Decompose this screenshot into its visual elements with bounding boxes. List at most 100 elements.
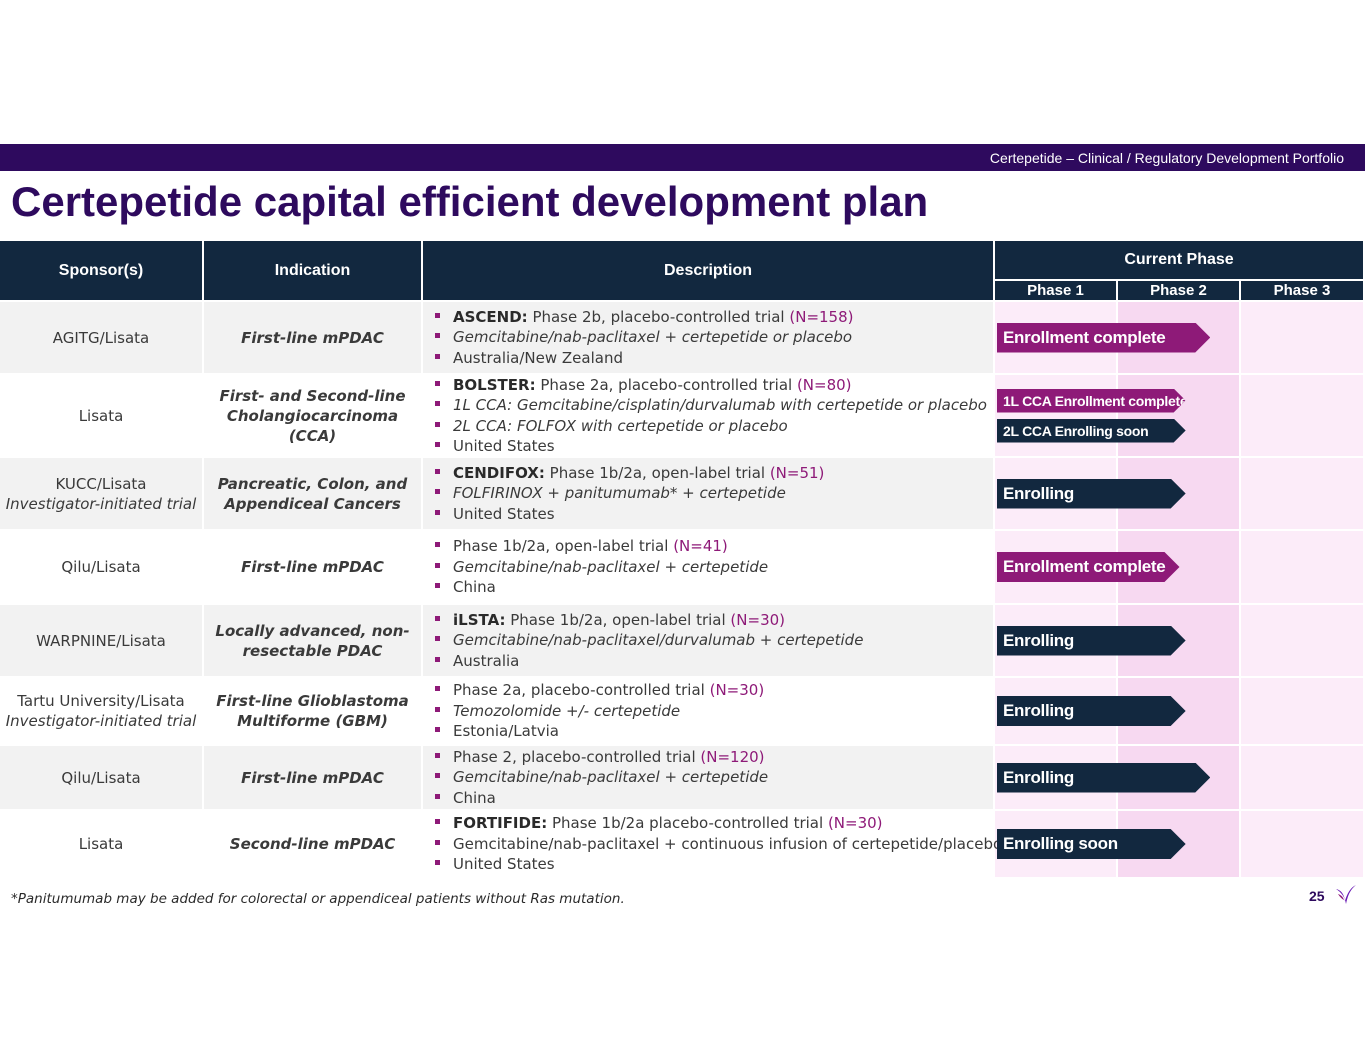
bird-logo-icon: [1336, 885, 1356, 904]
description-cell: Phase 2a, placebo-controlled trial (N=30…: [423, 678, 993, 744]
phase-progress-bar: 2L CCA Enrolling soon: [997, 419, 1186, 443]
description-bullet: Gemcitabine/nab-paclitaxel + continuous …: [433, 834, 1002, 854]
bullet-text: Gemcitabine/nab-paclitaxel + certepetide: [453, 768, 769, 787]
sponsor-cell: Tartu University/Lisata Investigator-init…: [0, 678, 202, 744]
header-indication: Indication: [204, 241, 421, 300]
sponsor-cell: AGITG/Lisata: [0, 302, 202, 373]
indication-cell: Second-line mPDAC: [204, 811, 421, 877]
bullet-text: Gemcitabine/nab-paclitaxel/durvalumab + …: [453, 631, 864, 650]
indication-cell: First-line Glioblastoma Multiforme (GBM): [204, 678, 421, 744]
description-cell: iLSTA: Phase 1b/2a, open-label trial (N=…: [423, 605, 993, 676]
phase-progress-bar: Enrolling: [997, 696, 1186, 726]
description-bullet: FOLFIRINOX + panitumumab* + certepetide: [433, 483, 993, 503]
enrollment-count: (N=30): [730, 610, 786, 629]
row-separator: [995, 809, 1363, 811]
bullet-text: Phase 2, placebo-controlled trial: [453, 747, 701, 766]
bullet-text: United States: [453, 855, 555, 874]
trial-name: ASCEND:: [453, 307, 528, 326]
description-bullet: China: [433, 577, 993, 597]
header-phase-2: Phase 2: [1118, 281, 1239, 300]
indication-line: First-line mPDAC: [241, 768, 384, 787]
description-bullet: United States: [433, 504, 993, 524]
trial-name: CENDIFOX:: [453, 463, 545, 482]
indication-cell: Locally advanced, non-resectable PDAC: [204, 605, 421, 676]
description-bullet: iLSTA: Phase 1b/2a, open-label trial (N=…: [433, 610, 993, 630]
header-description: Description: [423, 241, 993, 300]
phase-progress-bar: Enrollment complete: [997, 552, 1180, 582]
bullet-text: 2L CCA: FOLFOX with certepetide or place…: [453, 416, 788, 435]
bar-label: Enrollment complete: [1003, 327, 1166, 347]
row-separator: [995, 603, 1363, 605]
row-separator: [995, 877, 1363, 879]
indication-cell: First-line mPDAC: [204, 302, 421, 373]
top-banner: Certepetide – Clinical / Regulatory Deve…: [0, 144, 1365, 171]
description-cell: Phase 2, placebo-controlled trial (N=120…: [423, 746, 993, 809]
bullet-text: 1L CCA: Gemcitabine/cisplatin/durvalumab…: [453, 396, 987, 415]
description-cell: CENDIFOX: Phase 1b/2a, open-label trial …: [423, 458, 993, 529]
bar-label: 1L CCA Enrollment complete: [1003, 392, 1188, 409]
sponsor-name: Qilu/Lisata: [61, 768, 141, 787]
description-bullet: Temozolomide +/- certepetide: [433, 701, 993, 721]
sponsor-name: KUCC/Lisata: [55, 474, 147, 493]
description-bullet: Gemcitabine/nab-paclitaxel/durvalumab + …: [433, 630, 993, 650]
description-bullet: Gemcitabine/nab-paclitaxel + certepetide…: [433, 327, 993, 347]
bar-label: Enrolling: [1003, 701, 1074, 720]
bullet-text: Estonia/Latvia: [453, 722, 559, 741]
indication-line: Locally advanced, non-: [215, 621, 410, 640]
description-bullet: Phase 2, placebo-controlled trial (N=120…: [433, 747, 993, 767]
phase-progress-bar: Enrollment complete: [997, 323, 1210, 353]
indication-line: Appendiceal Cancers: [224, 494, 401, 513]
sponsor-subtitle: Investigator-initiated trial: [5, 712, 197, 730]
description-cell: FORTIFIDE: Phase 1b/2a placebo-controlle…: [423, 811, 1002, 877]
bullet-text: Phase 1b/2a, open-label trial: [453, 537, 674, 556]
phase-progress-bar: Enrolling: [997, 763, 1210, 793]
bullet-text: United States: [453, 504, 555, 523]
description-bullet: United States: [433, 436, 993, 456]
banner-text: Certepetide – Clinical / Regulatory Deve…: [989, 150, 1344, 166]
phase-progress-bar: Enrolling: [997, 626, 1186, 656]
sponsor-cell: Qilu/Lisata: [0, 746, 202, 809]
enrollment-count: (N=30): [709, 681, 765, 700]
bullet-text: Gemcitabine/nab-paclitaxel + continuous …: [453, 834, 1003, 853]
indication-cell: First-line mPDAC: [204, 531, 421, 603]
description-bullet: United States: [433, 854, 993, 874]
trial-name: iLSTA:: [453, 610, 506, 629]
description-bullet: 1L CCA: Gemcitabine/cisplatin/durvalumab…: [433, 395, 993, 415]
header-phase-3: Phase 3: [1241, 281, 1363, 300]
bullet-text: China: [453, 578, 496, 597]
sponsor-name: Lisata: [78, 835, 124, 853]
row-separator: [995, 456, 1363, 458]
sponsor-name: Lisata: [78, 406, 124, 425]
indication-line: First- and Second-line: [219, 386, 406, 405]
description-bullet: Australia/New Zealand: [433, 348, 993, 368]
enrollment-count: (N=51): [769, 463, 825, 482]
phase-progress-bar: Enrolling: [997, 479, 1186, 509]
bar-label: 2L CCA Enrolling soon: [1003, 422, 1149, 439]
indication-line: Pancreatic, Colon, and: [217, 474, 408, 493]
enrollment-count: (N=80): [796, 375, 852, 394]
bullet-text: Phase 2a, placebo-controlled trial: [535, 375, 797, 394]
phase-progress-bar: Enrolling soon: [997, 829, 1186, 859]
bullet-text: China: [453, 788, 496, 807]
bar-label: Enrollment complete: [1003, 557, 1166, 576]
description-bullet: CENDIFOX: Phase 1b/2a, open-label trial …: [433, 463, 993, 483]
row-separator: [995, 373, 1363, 375]
sponsor-cell: KUCC/Lisata Investigator-initiated trial: [0, 458, 202, 529]
bar-label: Enrolling: [1003, 483, 1074, 503]
description-cell: ASCEND: Phase 2b, placebo-controlled tri…: [423, 302, 993, 373]
sponsor-name: Qilu/Lisata: [61, 558, 141, 576]
enrollment-count: (N=41): [673, 537, 728, 556]
bullet-text: Australia: [453, 651, 520, 670]
description-bullet: Estonia/Latvia: [433, 721, 993, 741]
description-cell: BOLSTER: Phase 2a, placebo-controlled tr…: [423, 375, 993, 456]
indication-line: Cholangiocarcinoma (CCA): [226, 406, 399, 445]
row-separator: [995, 529, 1363, 531]
enrollment-count: (N=120): [700, 747, 765, 766]
enrollment-count: (N=158): [789, 307, 854, 326]
sponsor-cell: WARPNINE/Lisata: [0, 605, 202, 676]
row-separator: [995, 676, 1363, 678]
indication-cell: First- and Second-line Cholangiocarcinoma…: [204, 375, 421, 456]
description-bullet: BOLSTER: Phase 2a, placebo-controlled tr…: [433, 375, 993, 395]
sponsor-cell: Lisata: [0, 375, 202, 456]
bullet-text: Phase 1b/2a, open-label trial: [544, 463, 770, 482]
